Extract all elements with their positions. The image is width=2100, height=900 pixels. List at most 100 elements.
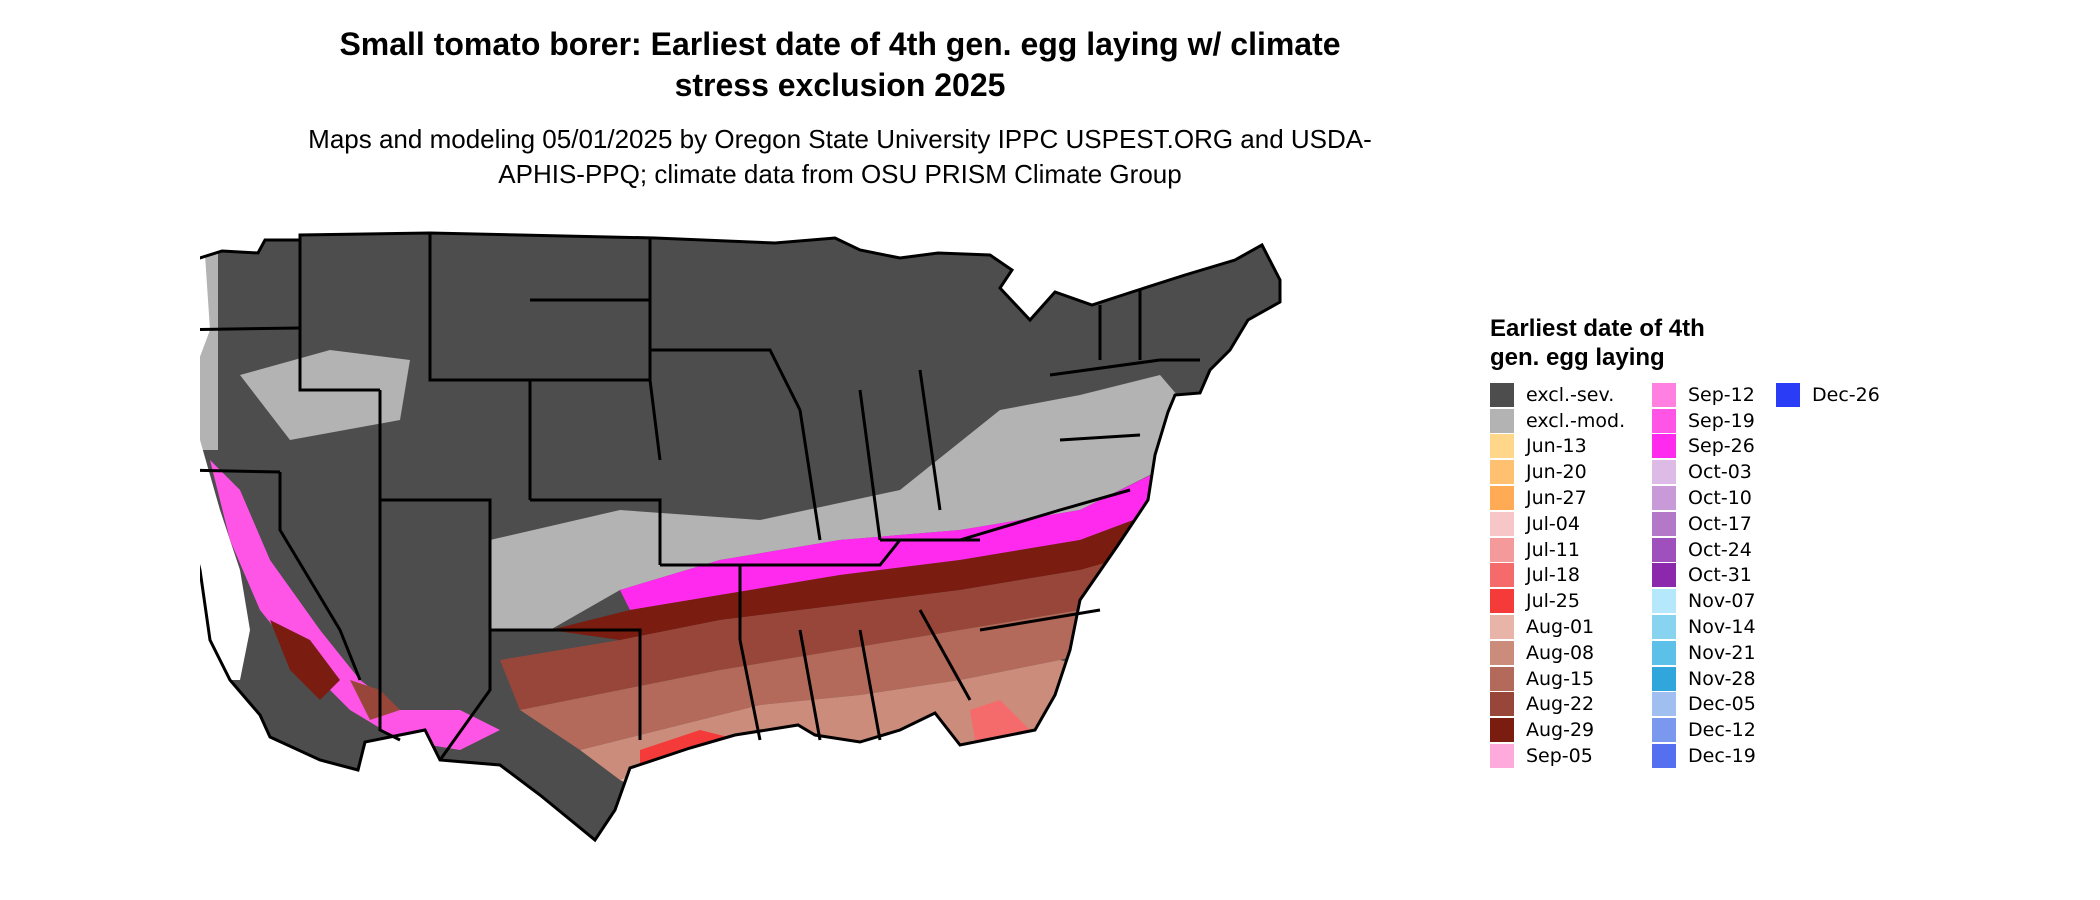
legend-label: Dec-26: [1812, 383, 1880, 406]
legend-swatch: [1490, 615, 1514, 640]
legend-item: Oct-31: [1652, 563, 1776, 589]
legend-swatch: [1490, 692, 1514, 717]
legend-item: Dec-19: [1652, 743, 1776, 769]
legend-title: Earliest date of 4th gen. egg laying: [1490, 315, 1705, 371]
legend-swatch: [1652, 563, 1676, 588]
legend-item: Jun-20: [1490, 459, 1652, 485]
legend-swatch: [1490, 563, 1514, 588]
legend-item: Aug-15: [1490, 666, 1652, 692]
legend-label: Sep-19: [1688, 409, 1755, 432]
legend-item: Oct-24: [1652, 537, 1776, 563]
legend-label: Aug-29: [1526, 719, 1595, 742]
legend-swatch: [1652, 666, 1676, 691]
legend-label: Nov-21: [1688, 641, 1756, 664]
legend-swatch: [1490, 460, 1514, 485]
legend-label: Nov-28: [1688, 667, 1756, 690]
legend-label: Oct-31: [1688, 564, 1752, 587]
legend-swatch: [1652, 718, 1676, 743]
legend-swatch: [1652, 382, 1676, 407]
legend-label: Oct-10: [1688, 487, 1752, 510]
map-subtitle: Maps and modeling 05/01/2025 by Oregon S…: [308, 124, 1372, 189]
legend-item: Jun-13: [1490, 434, 1652, 460]
legend-item: Aug-01: [1490, 614, 1652, 640]
legend-swatch: [1652, 615, 1676, 640]
legend-swatch: [1652, 434, 1676, 459]
legend-item: Jul-04: [1490, 511, 1652, 537]
legend-swatch: [1490, 511, 1514, 536]
map-legend: Earliest date of 4th gen. egg laying exc…: [1490, 314, 1916, 769]
legend-swatch: [1490, 640, 1514, 665]
legend-swatch: [1490, 589, 1514, 614]
legend-item: Sep-05: [1490, 743, 1652, 769]
legend-label: excl.-sev.: [1526, 383, 1615, 406]
state-borders: [200, 231, 1282, 843]
legend-item: Sep-26: [1652, 434, 1776, 460]
legend-swatch: [1652, 408, 1676, 433]
legend-label: Oct-03: [1688, 461, 1752, 484]
legend-swatch: [1776, 382, 1800, 407]
legend-item: Dec-05: [1652, 692, 1776, 718]
legend-label: Nov-14: [1688, 616, 1756, 639]
legend-item: Aug-29: [1490, 717, 1652, 743]
legend-item: Sep-19: [1652, 408, 1776, 434]
legend-label: Jun-13: [1526, 435, 1587, 458]
legend-item: Aug-08: [1490, 640, 1652, 666]
legend-swatch: [1490, 434, 1514, 459]
legend-swatch: [1652, 460, 1676, 485]
legend-label: excl.-mod.: [1526, 409, 1626, 432]
legend-swatch: [1652, 511, 1676, 536]
legend-label: Aug-22: [1526, 693, 1595, 716]
legend-label: Oct-24: [1688, 538, 1752, 561]
legend-label: Jun-20: [1526, 461, 1587, 484]
legend-label: Aug-01: [1526, 616, 1595, 639]
legend-label: Dec-19: [1688, 745, 1756, 768]
legend-label: Jul-11: [1526, 538, 1580, 561]
legend-item: Nov-14: [1652, 614, 1776, 640]
legend-swatch: [1490, 537, 1514, 562]
legend-swatch: [1652, 486, 1676, 511]
map-title: Small tomato borer: Earliest date of 4th…: [339, 26, 1341, 103]
legend-swatch: [1490, 408, 1514, 433]
legend-label: Sep-05: [1526, 745, 1593, 768]
legend-item: Jun-27: [1490, 485, 1652, 511]
legend-label: Jun-27: [1526, 487, 1587, 510]
legend-label: Jul-25: [1526, 590, 1580, 613]
legend-item: Jul-11: [1490, 537, 1652, 563]
legend-swatch: [1490, 382, 1514, 407]
legend-swatch: [1652, 692, 1676, 717]
legend-label: Oct-17: [1688, 512, 1752, 535]
legend-label: Jul-18: [1526, 564, 1580, 587]
legend-label: Aug-15: [1526, 667, 1595, 690]
legend-swatch: [1490, 666, 1514, 691]
legend-items: excl.-sev. excl.-mod. Jun-13 Jun-20 Jun-27 Ju…: [1490, 382, 1916, 769]
legend-item: excl.-sev.: [1490, 382, 1652, 408]
legend-label: Jul-04: [1526, 512, 1580, 535]
legend-swatch: [1490, 744, 1514, 769]
legend-item: Dec-12: [1652, 717, 1776, 743]
legend-swatch: [1652, 537, 1676, 562]
legend-item: Oct-03: [1652, 459, 1776, 485]
legend-item: Dec-26: [1776, 382, 1916, 408]
legend-label: Nov-07: [1688, 590, 1756, 613]
legend-label: Sep-26: [1688, 435, 1755, 458]
legend-item: Nov-28: [1652, 666, 1776, 692]
legend-label: Sep-12: [1688, 383, 1755, 406]
legend-swatch: [1652, 744, 1676, 769]
legend-label: Aug-08: [1526, 641, 1595, 664]
legend-swatch: [1490, 486, 1514, 511]
legend-label: Dec-12: [1688, 719, 1756, 742]
legend-item: Sep-12: [1652, 382, 1776, 408]
legend-item: Nov-07: [1652, 588, 1776, 614]
legend-item: Jul-18: [1490, 563, 1652, 589]
us-phenology-map: [200, 231, 1282, 843]
legend-item: Oct-10: [1652, 485, 1776, 511]
legend-item: excl.-mod.: [1490, 408, 1652, 434]
legend-swatch: [1652, 640, 1676, 665]
legend-swatch: [1652, 589, 1676, 614]
legend-item: Jul-25: [1490, 588, 1652, 614]
legend-swatch: [1490, 718, 1514, 743]
legend-item: Nov-21: [1652, 640, 1776, 666]
legend-item: Aug-22: [1490, 692, 1652, 718]
legend-label: Dec-05: [1688, 693, 1756, 716]
legend-item: Oct-17: [1652, 511, 1776, 537]
